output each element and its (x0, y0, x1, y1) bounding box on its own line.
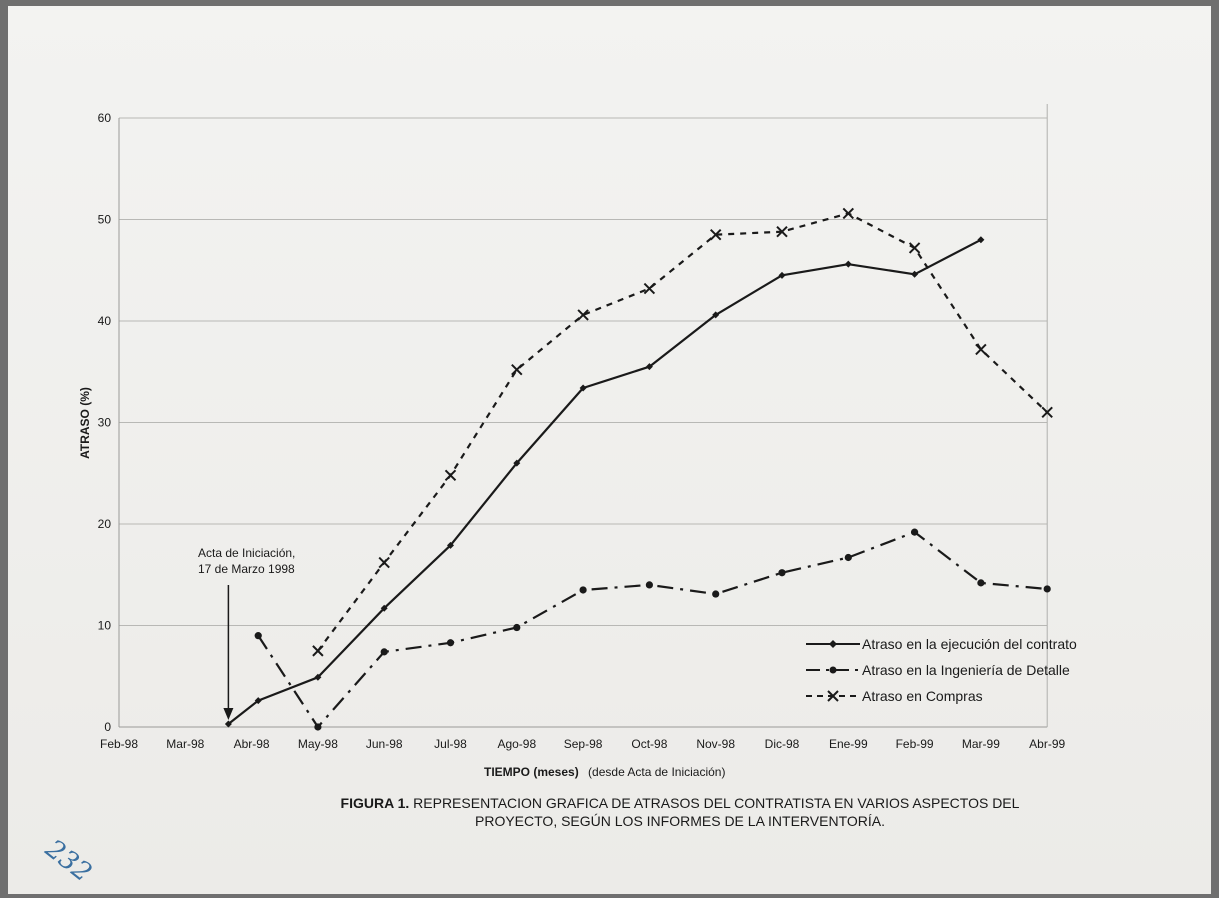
legend-item-compras: Atraso en Compras (806, 683, 1106, 709)
chart-legend: Atraso en la ejecución del contrato Atra… (806, 631, 1106, 709)
x-tick-label-Jun-98: Jun-98 (366, 737, 403, 751)
x-axis-label-note: (desde Acta de Iniciación) (588, 765, 726, 779)
x-tick-label-Feb-98: Feb-98 (100, 737, 138, 751)
point-s0-9 (778, 271, 786, 279)
point-s2-9 (908, 242, 921, 254)
point-s2-5 (643, 282, 656, 295)
x-tick-label-Feb-99: Feb-99 (896, 737, 934, 751)
point-s2-10 (975, 343, 987, 356)
series-0 (224, 236, 985, 728)
point-s0-11 (911, 270, 919, 278)
point-s1-8 (778, 569, 786, 577)
point-s2-1 (378, 556, 390, 569)
caption-line-2: PROYECTO, SEGÚN LOS INFORMES DE LA INTER… (475, 813, 885, 829)
point-s2-6 (709, 229, 722, 241)
legend-label-ejecucion: Atraso en la ejecución del contrato (862, 636, 1077, 652)
point-s0-10 (844, 260, 852, 268)
caption-label: FIGURA 1. (340, 795, 410, 811)
point-s2-2 (444, 469, 457, 481)
x-tick-label-Abr-98: Abr-98 (234, 737, 270, 751)
legend-item-ejecucion: Atraso en la ejecución del contrato (806, 631, 1106, 657)
caption-line-1: REPRESENTACION GRAFICA DE ATRASOS DEL CO… (409, 795, 1020, 811)
legend-label-compras: Atraso en Compras (862, 688, 983, 704)
point-s2-8 (842, 207, 855, 220)
figure-caption: FIGURA 1. REPRESENTACION GRAFICA DE ATRA… (260, 794, 1100, 830)
annotation-arrow-head (223, 707, 234, 720)
point-s0-6 (579, 384, 587, 392)
x-tick-label-Mar-99: Mar-99 (962, 737, 1000, 751)
legend-label-ingenieria: Atraso en la Ingeniería de Detalle (862, 662, 1070, 678)
y-tick-label-20: 20 (98, 517, 112, 531)
x-tick-label-Oct-98: Oct-98 (631, 737, 667, 751)
series-1 (254, 528, 1051, 731)
annotation-text: Acta de Iniciación, 17 de Marzo 1998 (198, 545, 338, 577)
point-s1-10 (911, 528, 919, 536)
axes (118, 104, 1048, 728)
point-s0-5 (513, 459, 521, 467)
legend-swatch-solid-diamond (806, 640, 860, 648)
x-tick-label-Dic-98: Dic-98 (765, 737, 800, 751)
y-tick-label-60: 60 (98, 111, 112, 125)
point-s0-12 (977, 236, 985, 244)
x-tick-label-Mar-98: Mar-98 (166, 737, 204, 751)
y-tick-label-30: 30 (98, 416, 112, 430)
point-s0-2 (314, 673, 322, 681)
y-tick-label-0: 0 (104, 720, 111, 734)
x-tick-labels: Feb-98 Mar-98 Abr-98 May-98 Jun-98 Jul-98 Ago-… (100, 737, 1066, 751)
point-s2-11 (1041, 406, 1053, 419)
point-s0-7 (645, 363, 653, 371)
point-s1-1 (314, 723, 322, 731)
x-tick-label-Nov-98: Nov-98 (696, 737, 735, 751)
x-tick-label-May-98: May-98 (298, 737, 338, 751)
point-s0-3 (380, 604, 388, 612)
y-tick-labels: 0 10 20 30 40 50 60 (98, 111, 112, 734)
point-s1-5 (579, 586, 587, 594)
y-tick-label-50: 50 (98, 213, 112, 227)
x-tick-label-Ago-98: Ago-98 (497, 737, 536, 751)
point-s1-9 (844, 553, 852, 562)
point-s1-3 (446, 639, 455, 647)
x-tick-label-Jul-98: Jul-98 (434, 737, 467, 751)
y-axis-label: ATRASO (%) (78, 387, 92, 459)
point-s1-4 (513, 623, 521, 632)
annotation-arrow-group (223, 585, 234, 720)
annotation-line-2: 17 de Marzo 1998 (198, 562, 295, 576)
y-tick-label-10: 10 (98, 619, 112, 633)
y-tick-label-40: 40 (98, 314, 112, 328)
point-s2-3 (511, 364, 523, 376)
x-axis-label: TIEMPO (meses) (desde Acta de Iniciación… (484, 765, 804, 779)
paper-sheet (8, 6, 1211, 894)
point-s0-4 (447, 541, 454, 549)
point-s1-0 (254, 632, 262, 640)
x-tick-label-Sep-98: Sep-98 (564, 737, 603, 751)
point-s1-11 (977, 579, 985, 587)
point-s1-2 (380, 648, 388, 656)
series-group (224, 207, 1053, 731)
legend-item-ingenieria: Atraso en la Ingeniería de Detalle (806, 657, 1106, 683)
point-s1-7 (712, 590, 720, 598)
point-s0-8 (712, 311, 720, 319)
point-s2-4 (577, 309, 589, 321)
legend-swatch-dashdot-circle (806, 666, 860, 674)
annotation-line-1: Acta de Iniciación, (198, 546, 296, 560)
series-2 (312, 207, 1053, 657)
point-s1-6 (645, 581, 654, 589)
point-s0-1 (254, 697, 262, 705)
point-s1-12 (1043, 585, 1051, 593)
series-line-2 (317, 212, 1048, 652)
point-s2-0 (312, 645, 324, 657)
point-s0-0 (224, 720, 232, 728)
x-tick-label-Abr-99: Abr-99 (1029, 737, 1065, 751)
legend-swatch-dashed-x (806, 690, 860, 702)
x-tick-label-Ene-99: Ene-99 (829, 737, 868, 751)
point-s2-7 (776, 225, 788, 238)
x-axis-label-main: TIEMPO (meses) (484, 765, 579, 779)
gridlines (119, 117, 1048, 626)
